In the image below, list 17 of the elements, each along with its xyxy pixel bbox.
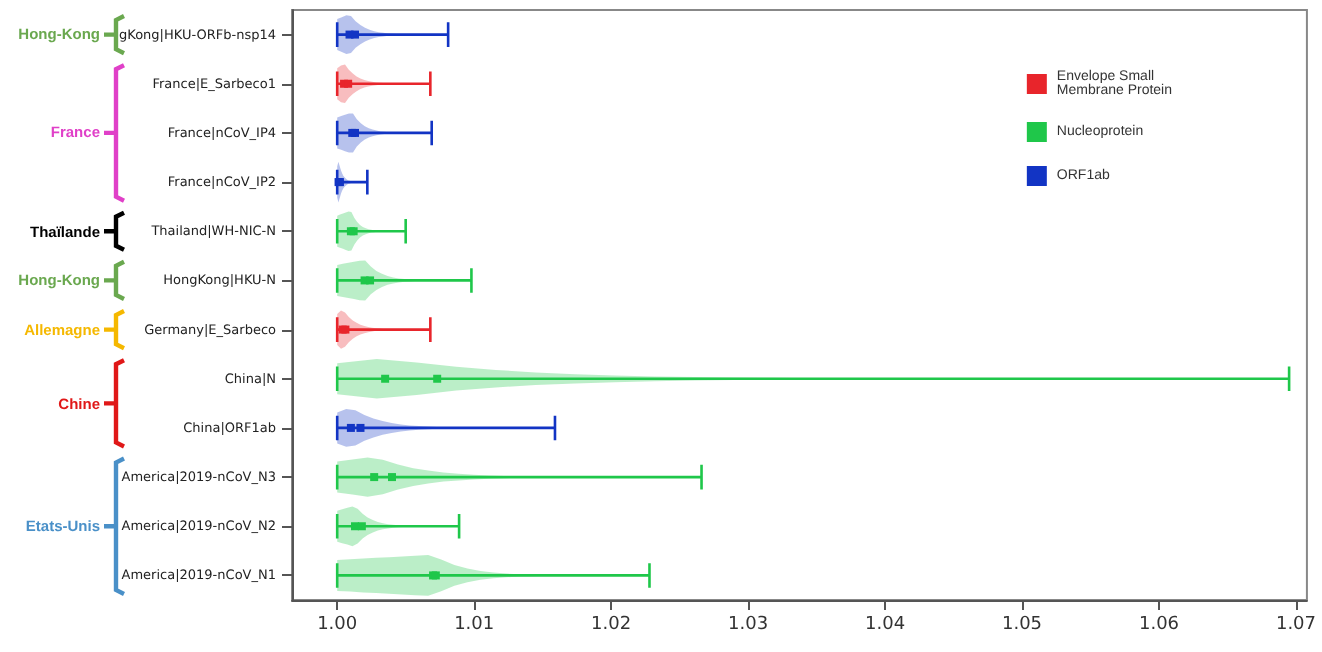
x-tick-label: 1.06 <box>1138 615 1180 635</box>
x-tick-label: 1.02 <box>591 615 632 635</box>
point <box>381 374 390 383</box>
point <box>346 423 355 432</box>
point <box>351 30 359 39</box>
point <box>357 522 366 531</box>
point <box>356 423 365 432</box>
x-tick-label: 1.01 <box>454 615 495 635</box>
point <box>366 276 375 285</box>
x-tick-label: 1.05 <box>1001 615 1043 635</box>
point <box>370 473 379 482</box>
x-tick-label: 1.03 <box>728 615 769 635</box>
point <box>387 473 396 482</box>
point <box>433 374 442 383</box>
x-tick-label: 1.07 <box>1275 615 1317 635</box>
x-tick-label: 1.00 <box>317 615 358 635</box>
x-tick-label: 1.04 <box>865 615 906 635</box>
